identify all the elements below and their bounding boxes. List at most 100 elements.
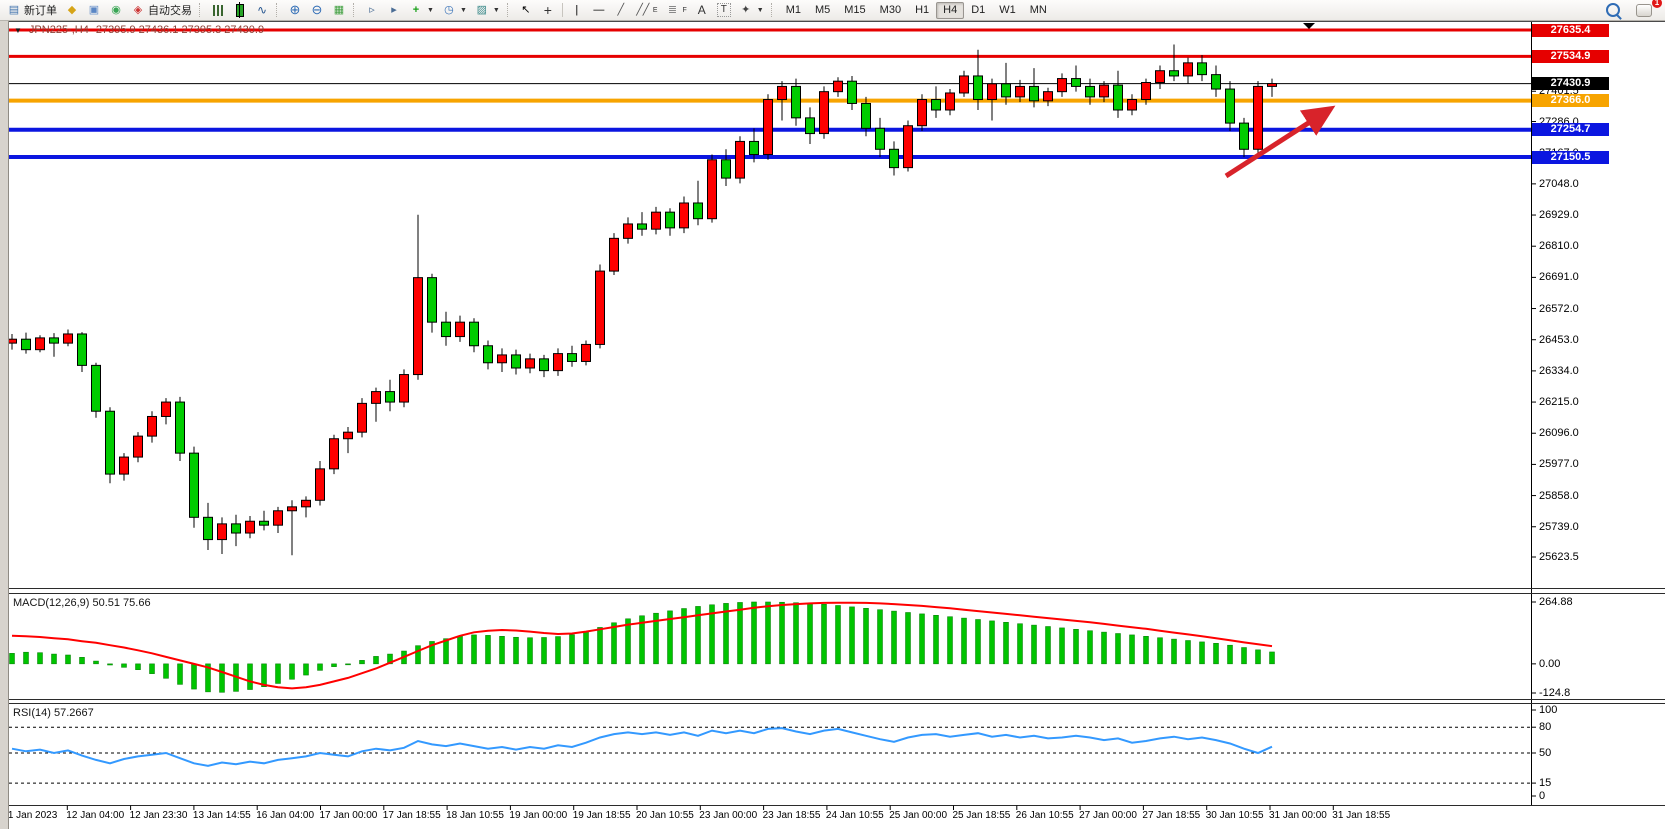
text-label-icon: T: [716, 3, 731, 17]
arrows-button[interactable]: ✦ ▼: [735, 2, 768, 19]
arrow-annotation[interactable]: [1224, 105, 1336, 179]
toolbar-grip[interactable]: [506, 3, 512, 17]
toolbar-grip[interactable]: [276, 3, 281, 17]
fibonacci-button[interactable]: ≣ F: [661, 2, 690, 19]
zoom-out-icon: ⊖: [311, 2, 323, 17]
title-collapse-marker[interactable]: ▼: [14, 25, 22, 35]
chart-play-icon: ▹: [369, 4, 375, 16]
price-tick-label: 27048.0: [1539, 177, 1579, 190]
toolbar-grip[interactable]: [353, 3, 358, 17]
text-button[interactable]: A: [691, 2, 713, 19]
new-order-button[interactable]: ▤ 新订单: [3, 2, 61, 19]
time-axis-label: 26 Jan 10:55: [1015, 810, 1074, 821]
time-axis-label: 19 Jan 18:55: [572, 810, 631, 821]
signals-button[interactable]: ◉: [105, 2, 127, 19]
rsi-indicator: [9, 726, 1531, 784]
timeframe-label: H1: [915, 4, 930, 16]
time-axis-label: 23 Jan 00:00: [699, 810, 758, 821]
toolbar-grip[interactable]: [199, 3, 204, 17]
timeframe-m1-button[interactable]: M1: [779, 2, 808, 19]
rsi-line: [11, 727, 1273, 767]
cursor-button[interactable]: ↖: [515, 2, 537, 19]
line-chart-button[interactable]: ∿: [251, 2, 273, 19]
horizontal-line-icon: —: [593, 4, 605, 16]
main-toolbar: ▤ 新订单 ◆ ▣ ◉ ◈ 自动交易 ∿ ⊕ ⊖: [0, 0, 1665, 21]
styles-button[interactable]: ◆: [61, 2, 83, 19]
price-level-badge: 27635.4: [1532, 23, 1609, 37]
time-axis-label: 31 Jan 00:00: [1269, 810, 1327, 821]
text-label-button[interactable]: T: [713, 2, 735, 19]
notifications-button[interactable]: 1: [1632, 0, 1662, 19]
candlestick-chart-button[interactable]: [229, 1, 251, 19]
price-tick-label: 26691.0: [1539, 271, 1579, 284]
clock-icon: ◷: [444, 4, 454, 16]
templates-button[interactable]: ▨ ▼: [471, 2, 504, 19]
crosshair-icon: +: [543, 2, 552, 18]
timeframe-label: M15: [844, 4, 866, 16]
trendline-button[interactable]: ╱: [610, 2, 632, 19]
price-level-badge: 27254.7: [1532, 123, 1609, 137]
price-level-badge: 27366.0: [1532, 94, 1609, 108]
timeframe-h1-button[interactable]: H1: [908, 2, 936, 19]
macd-tick-label: 264.88: [1539, 596, 1573, 608]
terminal-icon: ▣: [88, 4, 100, 16]
time-axis-label: 25 Jan 18:55: [952, 810, 1011, 821]
horizontal-line-button[interactable]: —: [588, 2, 610, 19]
terminal-button[interactable]: ▣: [83, 2, 105, 19]
chevron-down-icon: ▼: [492, 6, 500, 14]
timeframe-label: H4: [943, 4, 958, 16]
timeframe-m5-button[interactable]: M5: [808, 2, 837, 19]
timeframe-d1-button[interactable]: D1: [964, 2, 992, 19]
zoom-out-button[interactable]: ⊖: [306, 2, 328, 19]
time-axis-label: 12 Jan 04:00: [66, 810, 125, 821]
time-axis-label: 17 Jan 18:55: [382, 810, 441, 821]
price-tick-label: 26453.0: [1539, 333, 1579, 346]
price-tick-label: 25858.0: [1539, 489, 1579, 502]
timeframe-w1-button[interactable]: W1: [992, 2, 1023, 19]
timeframe-m30-button[interactable]: M30: [873, 2, 908, 19]
price-tick-label: 26572.0: [1539, 302, 1579, 315]
price-tick-label: 26334.0: [1539, 364, 1579, 377]
time-axis-label: 23 Jan 18:55: [762, 810, 821, 821]
text-icon: A: [697, 3, 706, 17]
channel-suffix-label: E: [652, 6, 658, 14]
timeframe-m15-button[interactable]: M15: [837, 2, 872, 19]
price-level-badge: 27534.9: [1532, 49, 1609, 63]
fibo-suffix-label: F: [682, 6, 687, 14]
rsi-tick-label: 15: [1539, 777, 1552, 790]
equidistant-channel-button[interactable]: ╱╱ E: [632, 2, 662, 19]
zoom-in-button[interactable]: ⊕: [284, 2, 306, 19]
zoom-in-icon: ⊕: [289, 2, 301, 17]
add-indicator-button[interactable]: + ▼: [405, 2, 438, 19]
price-tick-label: 26810.0: [1539, 240, 1579, 253]
crosshair-button[interactable]: +: [537, 2, 559, 19]
indicator-list-button[interactable]: ▹: [361, 2, 383, 19]
bar-chart-button[interactable]: [207, 2, 229, 19]
time-axis-label: 27 Jan 00:00: [1079, 810, 1137, 821]
tile-windows-button[interactable]: ▦: [328, 2, 350, 19]
timeframe-label: M30: [879, 4, 902, 16]
new-order-icon: ▤: [8, 4, 20, 16]
period-button[interactable]: ◷ ▼: [438, 2, 471, 19]
price-tick-label: 25977.0: [1539, 458, 1579, 471]
price-tick-label: 26215.0: [1539, 396, 1579, 409]
indicator-window-button[interactable]: ▸: [383, 2, 405, 19]
timeframe-mn-button[interactable]: MN: [1023, 2, 1054, 19]
trendline-icon: ╱: [617, 4, 625, 16]
time-axis-label: 19 Jan 00:00: [509, 810, 568, 821]
macd-tick-label: -124.8: [1539, 687, 1571, 699]
chevron-down-icon: ▼: [459, 6, 467, 14]
rsi-tick-label: 80: [1539, 721, 1552, 734]
rsi-label: RSI(14) 57.2667: [13, 707, 94, 719]
trend-arrow-annotation[interactable]: [1224, 105, 1336, 179]
toolbar-grip[interactable]: [770, 3, 776, 17]
chevron-down-icon: ▼: [427, 6, 434, 14]
pane-borders: [8, 21, 1665, 829]
timeframe-h4-button[interactable]: H4: [936, 1, 965, 19]
timeframe-label: W1: [999, 4, 1016, 16]
autotrading-button[interactable]: ◈ 自动交易: [127, 2, 196, 19]
vertical-line-button[interactable]: |: [566, 2, 588, 19]
paint-bucket-icon: ◆: [67, 4, 77, 16]
search-button[interactable]: [1602, 2, 1624, 20]
